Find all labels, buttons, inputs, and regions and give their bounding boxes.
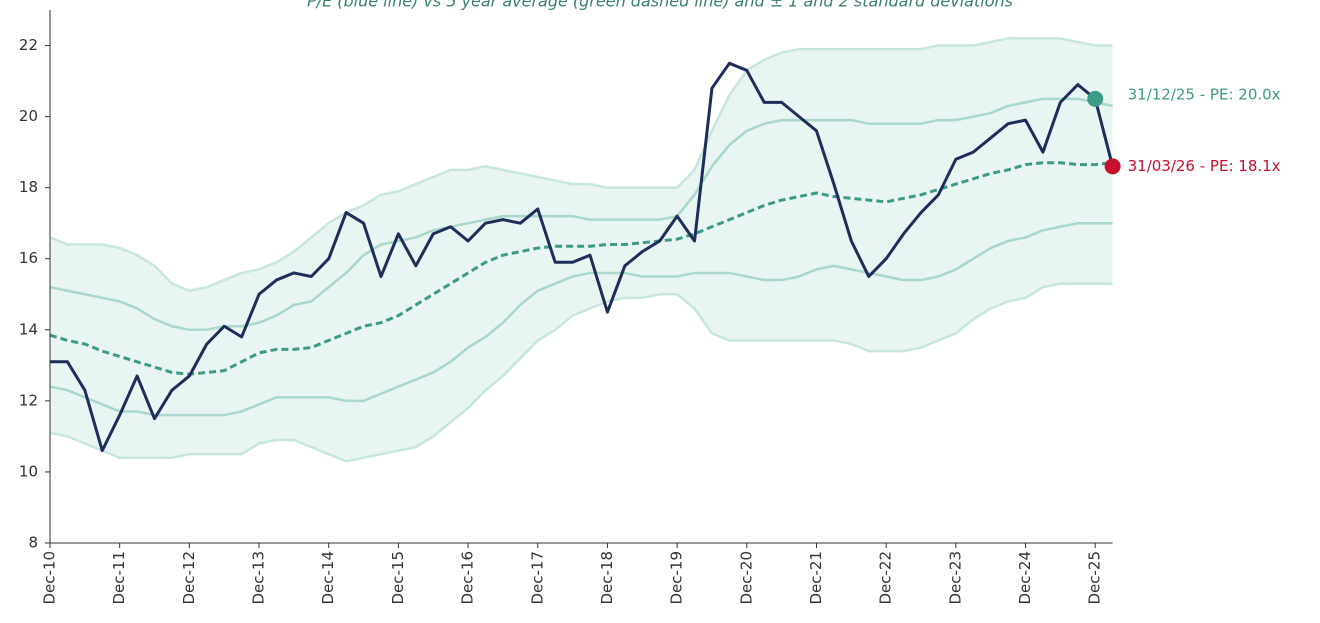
x-tick-label: Dec-19 (668, 551, 686, 605)
series-line (49, 221, 1113, 417)
annotation: 31/12/25 - PE: 20.0x (1128, 85, 1281, 103)
x-tick-label: Dec-17 (528, 551, 546, 605)
series-line (49, 37, 1113, 292)
y-tick-label: 8 (28, 534, 38, 552)
x-tick-label: Dec-15 (389, 551, 407, 605)
band-fill (50, 38, 1113, 462)
x-tick-label: Dec-10 (41, 551, 59, 605)
annotation: 31/03/26 - PE: 18.1x (1128, 157, 1281, 175)
series-line (50, 61, 1115, 453)
x-tick-label: Dec-20 (737, 551, 755, 605)
y-tick-label: 18 (19, 178, 38, 196)
x-tick-label: Dec-13 (250, 551, 268, 605)
chart-title: P/E (blue line) vs 5 year average (green… (307, 0, 1013, 11)
y-tick-label: 14 (19, 320, 38, 338)
series-line (49, 282, 1113, 463)
series-line (49, 97, 1113, 332)
x-tick-label: Dec-12 (180, 551, 198, 605)
y-tick-label: 12 (19, 391, 38, 409)
point-marker (1104, 158, 1121, 175)
x-tick-label: Dec-22 (877, 551, 895, 605)
x-tick-label: Dec-25 (1086, 551, 1104, 605)
y-tick-label: 16 (19, 249, 38, 267)
x-tick-label: Dec-11 (110, 551, 128, 605)
series-line (49, 161, 1113, 376)
x-tick-label: Dec-23 (946, 551, 964, 605)
x-tick-label: Dec-16 (459, 551, 477, 605)
y-tick-label: 20 (19, 107, 38, 125)
y-tick-label: 10 (19, 462, 38, 480)
x-tick-label: Dec-24 (1016, 551, 1034, 605)
x-tick-label: Dec-14 (319, 551, 337, 605)
x-tick-label: Dec-18 (598, 551, 616, 605)
point-marker (1087, 90, 1104, 107)
x-tick-label: Dec-21 (807, 551, 825, 605)
y-tick-label: 22 (19, 36, 38, 54)
